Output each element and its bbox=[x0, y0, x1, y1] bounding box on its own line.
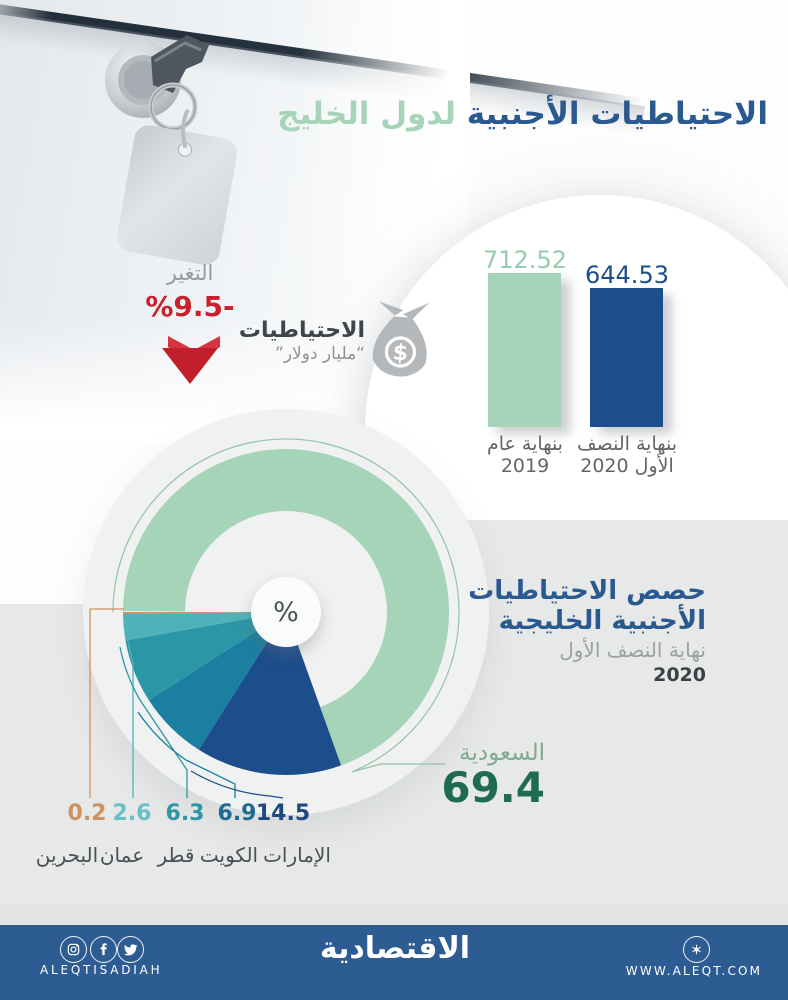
pie-value-label: 6.9 bbox=[217, 801, 257, 826]
pie-slice-2 bbox=[125, 612, 286, 701]
pie-title-line1: حصص الاحتياطيات bbox=[468, 576, 706, 606]
saudi-value: 69.4 bbox=[441, 763, 545, 812]
reserves-unit: “مليار دولار” bbox=[275, 344, 365, 364]
bar-value-2020: 644.53 bbox=[585, 261, 669, 289]
callout-line-3 bbox=[137, 711, 236, 798]
callout-line-1 bbox=[124, 627, 134, 798]
bar-2019 bbox=[488, 273, 561, 427]
pie-country-label: البحرين bbox=[35, 843, 99, 867]
pie-value-label: 2.6 bbox=[112, 801, 152, 826]
page-title: الاحتياطيات الأجنبية لدول الخليج bbox=[277, 96, 768, 132]
callout-line-2 bbox=[119, 646, 188, 798]
pie-country-label: قطر bbox=[157, 843, 195, 867]
pie-slice-1 bbox=[123, 612, 286, 641]
callout-line-4 bbox=[190, 770, 284, 799]
change-value: %9.5- bbox=[145, 290, 235, 323]
bar-value-2019: 712.52 bbox=[483, 246, 567, 274]
twitter-icon[interactable] bbox=[117, 936, 144, 963]
facebook-icon[interactable] bbox=[90, 936, 117, 963]
key-tag bbox=[117, 108, 237, 265]
change-label: التغير bbox=[166, 261, 214, 285]
money-bag-icon: $ bbox=[372, 301, 429, 377]
pie-slice-0 bbox=[122, 612, 286, 614]
footer-bar: ALEQTISADIAH الاقتصادية WWW.ALEQT.COM bbox=[0, 925, 788, 1000]
pie-subtitle: نهاية النصف الأول bbox=[559, 638, 706, 662]
reserves-title: الاحتياطيات bbox=[238, 318, 365, 343]
pie-country-label: الكويت bbox=[199, 843, 259, 867]
pie-title-line2: الأجنبية الخليجية bbox=[498, 606, 706, 636]
pie-country-label: عمان bbox=[99, 843, 145, 867]
pie-value-label: 0.2 bbox=[67, 801, 107, 826]
page-title-accent: لدول الخليج bbox=[277, 96, 456, 132]
saudi-callout-line bbox=[112, 438, 460, 773]
saudi-label: السعودية bbox=[459, 740, 545, 766]
pie-chart bbox=[89, 438, 460, 799]
pie-value-label: 14.5 bbox=[255, 801, 311, 826]
pie-country-label: الإمارات bbox=[263, 843, 331, 867]
callout-line-0 bbox=[89, 608, 124, 798]
svg-text:$: $ bbox=[392, 340, 409, 366]
bar-category-2020: بنهاية النصف الأول 2020 bbox=[576, 433, 678, 477]
key-tag-illustration bbox=[105, 35, 237, 265]
instagram-icon[interactable] bbox=[60, 936, 87, 963]
pie-slice-3 bbox=[148, 612, 286, 750]
double-down-arrow-icon bbox=[162, 336, 220, 384]
globe-icon[interactable] bbox=[683, 936, 710, 963]
pie-value-label: 6.3 bbox=[165, 801, 205, 826]
footer-brand-name: ALEQTISADIAH bbox=[40, 963, 163, 977]
pie-year: 2020 bbox=[653, 664, 706, 686]
pie-slice-4 bbox=[198, 612, 342, 776]
publisher-logo: الاقتصادية bbox=[319, 931, 471, 966]
footer-divider bbox=[0, 905, 788, 925]
bar-2020 bbox=[590, 288, 663, 427]
key-icon bbox=[151, 35, 209, 93]
bar-category-2019: بنهاية عام 2019 bbox=[487, 433, 563, 477]
footer-website-url[interactable]: WWW.ALEQT.COM bbox=[625, 964, 763, 978]
pie-center-symbol: % bbox=[251, 577, 321, 647]
pie-slice-5 bbox=[123, 449, 449, 766]
page-title-main: الاحتياطيات الأجنبية bbox=[466, 96, 768, 132]
